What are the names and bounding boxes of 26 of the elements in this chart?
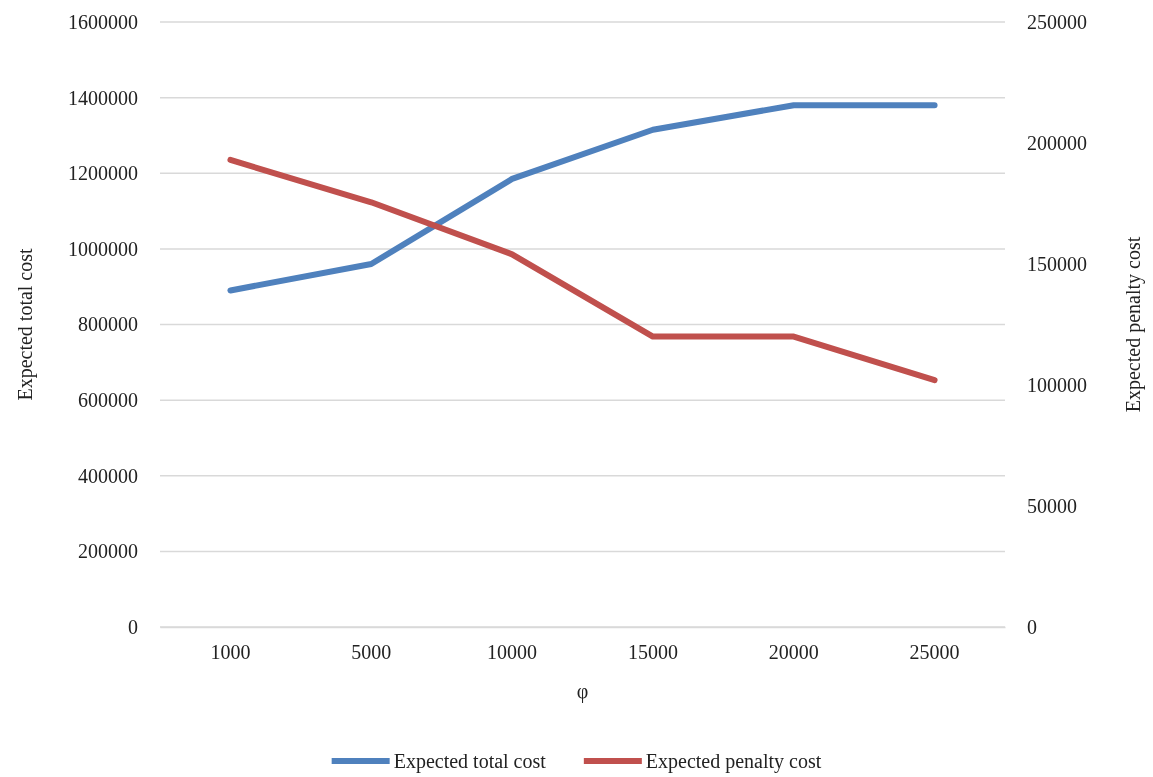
- y2-tick-label: 50000: [1027, 494, 1077, 517]
- y2-tick-label: 250000: [1027, 10, 1087, 33]
- y2-tick-label: 200000: [1027, 131, 1087, 154]
- y2-tick-label: 0: [1027, 615, 1037, 638]
- y2-axis-title: Expected penalty cost: [1122, 236, 1145, 413]
- x-tick-label: 10000: [487, 641, 538, 664]
- y-tick-label: 600000: [78, 389, 138, 412]
- y-tick-label: 400000: [78, 464, 138, 487]
- y-tick-label: 200000: [78, 540, 138, 563]
- x-tick-label: 5000: [351, 641, 392, 664]
- x-tick-label: 20000: [768, 641, 819, 664]
- x-axis-title: φ: [576, 680, 589, 703]
- legend-label: Expected penalty cost: [645, 750, 822, 773]
- y-tick-label: 1200000: [68, 162, 138, 185]
- x-tick-label: 1000: [210, 641, 251, 664]
- y-tick-label: 0: [128, 615, 138, 638]
- y-axis-title: Expected total cost: [14, 247, 37, 401]
- y-tick-label: 1000000: [68, 237, 138, 260]
- y-tick-label: 800000: [78, 313, 138, 336]
- x-tick-label: 25000: [909, 641, 960, 664]
- y2-tick-label: 150000: [1027, 252, 1087, 275]
- y2-tick-label: 100000: [1027, 373, 1087, 396]
- legend-label: Expected total cost: [393, 750, 547, 773]
- y-tick-label: 1600000: [68, 10, 138, 33]
- y-tick-label: 1400000: [68, 86, 138, 109]
- x-tick-label: 15000: [627, 641, 678, 664]
